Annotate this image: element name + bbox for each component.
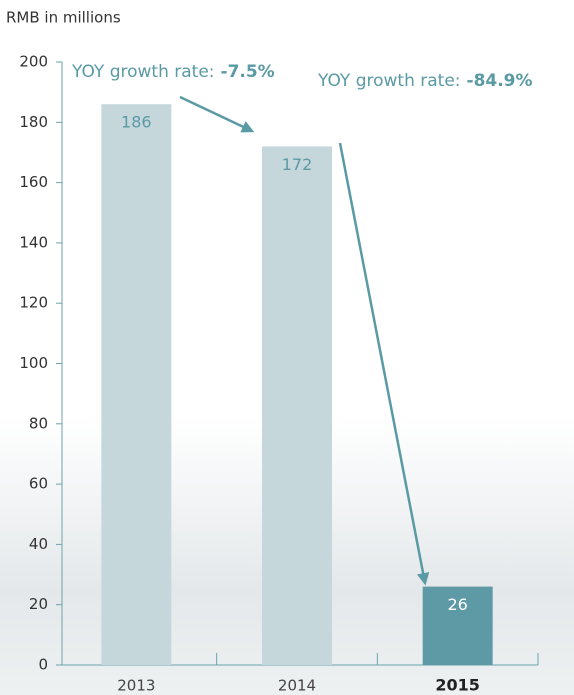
y-tick-label: 140 <box>19 233 48 251</box>
bar <box>422 586 493 665</box>
annotation-value: -7.5% <box>221 62 275 82</box>
annotation-text: YOY growth rate: <box>71 62 215 82</box>
y-tick-label: 60 <box>29 475 48 493</box>
arrow <box>338 142 430 586</box>
value-label: 26 <box>447 595 467 614</box>
annotation: YOY growth rate: -7.5% <box>71 62 275 82</box>
bar <box>101 104 172 665</box>
y-tick-label: 120 <box>19 294 48 312</box>
y-tick-label: 80 <box>29 414 48 432</box>
value-label: 172 <box>282 155 313 174</box>
bar <box>262 146 332 666</box>
value-label: 186 <box>121 113 152 132</box>
y-tick-label: 200 <box>19 53 48 71</box>
x-tick-label: 2013 <box>117 677 155 695</box>
annotation-text: YOY growth rate: <box>317 71 461 91</box>
y-tick-label: 40 <box>29 535 48 553</box>
y-tick-label: 0 <box>38 656 48 674</box>
annotation: YOY growth rate: -84.9% <box>317 71 533 91</box>
y-tick-label: 20 <box>29 595 48 613</box>
y-tick-label: 180 <box>19 113 48 131</box>
y-tick-label: 160 <box>19 173 48 191</box>
x-tick-label: 2014 <box>278 677 316 695</box>
y-tick-label: 100 <box>19 354 48 372</box>
arrow <box>179 95 255 133</box>
annotation-value: -84.9% <box>467 71 533 91</box>
x-tick-label: 2015 <box>435 676 480 695</box>
chart-title: RMB in millions <box>6 9 121 27</box>
